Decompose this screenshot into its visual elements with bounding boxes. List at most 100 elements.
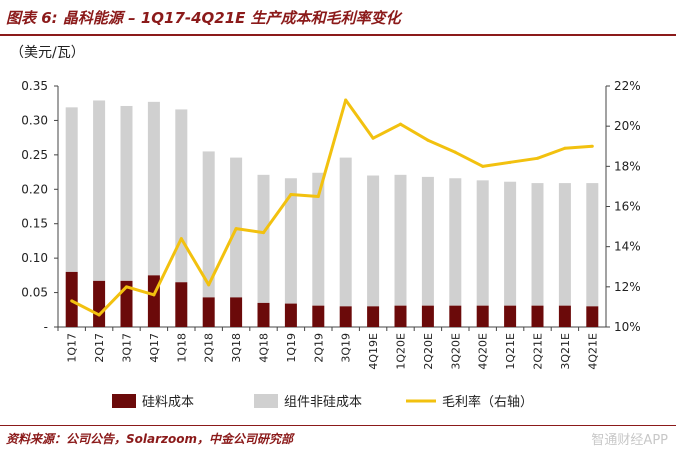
gross-margin-point [207,283,211,287]
legend-swatch-non-silicon [254,394,278,408]
right-axis-tick-label: 12% [614,280,641,294]
silicon-cost-bar [120,280,133,327]
gross-margin-point [234,227,238,231]
silicon-cost-bar [558,305,571,327]
left-axis-unit: （美元/瓦） [10,45,85,61]
left-axis-tick-label: - [44,320,48,334]
silicon-cost-bar [257,302,270,327]
right-axis-tick-label: 18% [614,159,641,173]
non-silicon-cost-bar [202,151,215,298]
gross-margin-point [508,160,512,164]
legend-label-margin: 毛利率（右轴） [442,394,533,410]
left-axis-tick-label: 0.35 [21,79,48,93]
x-axis-tick-label: 1Q21E [504,333,517,370]
silicon-cost-bar [93,280,106,327]
silicon-cost-bar [421,305,434,327]
gross-margin-point [97,313,101,317]
non-silicon-cost-bar [147,101,160,276]
left-axis-tick-label: 0.15 [21,217,48,231]
non-silicon-cost-bar [504,181,517,306]
non-silicon-cost-bar [531,183,544,306]
non-silicon-cost-bar [339,157,352,307]
watermark: 智通财经APP [591,433,668,448]
title-bar: 图表 6: 晶科能源 – 1Q17-4Q21E 生产成本和毛利率变化 [0,0,676,36]
gross-margin-point [152,293,156,297]
x-axis-tick-label: 4Q20E [477,333,490,370]
x-axis-tick-label: 2Q19 [312,333,325,363]
x-axis-tick-label: 2Q17 [93,333,106,363]
x-axis-tick-label: 3Q21E [559,333,572,370]
gross-margin-point [262,231,265,235]
silicon-cost-bar [175,282,188,327]
gross-margin-point [536,156,539,160]
right-axis-tick-label: 10% [614,320,641,334]
x-axis-tick-label: 3Q20E [449,333,462,370]
silicon-cost-bar [367,306,380,327]
x-axis-tick-label: 1Q19 [285,333,298,363]
x-axis-tick-label: 4Q18 [258,333,271,363]
source-note: 资料来源：公司公告，Solarzoom，中金公司研究部 [6,432,293,446]
silicon-cost-bar [586,306,599,327]
chart-title: 图表 6: 晶科能源 – 1Q17-4Q21E 生产成本和毛利率变化 [6,9,401,27]
non-silicon-cost-bar [449,178,462,306]
gross-margin-point [563,146,567,150]
non-silicon-cost-bar [312,172,325,306]
gross-margin-line [71,98,593,317]
left-axis-tick-label: 0.25 [21,148,48,162]
x-axis-tick-label: 3Q19 [340,333,353,363]
silicon-cost-bar [504,305,517,327]
gross-margin-point [179,237,183,241]
gross-margin-point [590,144,594,148]
gross-margin-point [453,150,457,154]
non-silicon-cost-bar [394,174,407,306]
silicon-cost-bar [476,305,489,327]
right-axis-tick-label: 20% [614,119,641,133]
gross-margin-point [481,164,485,168]
non-silicon-cost-bar [558,183,571,306]
non-silicon-cost-bar [421,176,434,306]
x-axis-tick-label: 2Q20E [422,333,435,370]
x-axis-tick-label: 1Q18 [175,333,188,363]
silicon-cost-bar [312,305,325,327]
gross-margin-point [125,285,128,289]
non-silicon-cost-bar [284,178,297,304]
left-axis-tick-label: 0.10 [21,251,48,265]
legend-label-non-silicon: 组件非硅成本 [284,395,362,410]
x-axis-tick-label: 4Q21E [586,333,599,370]
non-silicon-cost-bar [476,180,489,306]
footer-rule [0,425,676,426]
silicon-cost-bar [531,305,544,327]
gross-margin-point [371,136,375,140]
right-axis-tick-label: 16% [614,200,641,214]
non-silicon-cost-bar [93,100,106,281]
silicon-cost-bar [230,297,243,327]
x-axis-tick-label: 1Q17 [66,333,79,363]
silicon-cost-bar [449,305,462,327]
non-silicon-cost-bar [367,175,380,307]
right-axis-tick-label: 14% [614,240,641,254]
gross-margin-point [70,299,74,303]
gross-margin-point [344,98,348,102]
x-axis-tick-label: 3Q17 [121,333,134,363]
non-silicon-cost-bar [120,105,133,281]
legend-label-silicon: 硅料成本 [142,395,194,410]
silicon-cost-bar [339,306,352,327]
gross-margin-point [316,194,320,198]
x-axis-tick-label: 3Q18 [230,333,243,363]
x-axis-tick-label: 4Q19E [367,333,380,370]
gross-margin-point [289,192,293,196]
gross-margin-point [426,138,430,142]
left-axis-tick-label: 0.20 [21,182,48,196]
x-axis-tick-label: 4Q17 [148,333,161,363]
non-silicon-cost-bar [65,107,78,272]
silicon-cost-bar [284,303,297,327]
right-axis-tick-label: 22% [614,79,641,93]
legend-swatch-silicon [112,394,136,408]
non-silicon-cost-bar [175,109,188,283]
gross-margin-point [399,122,402,126]
non-silicon-cost-bar [257,174,270,303]
x-axis-tick-label: 1Q20E [395,333,408,370]
x-axis-tick-label: 2Q21E [532,333,545,370]
x-axis-tick-label: 2Q18 [203,333,216,363]
chart-area: - 0.05 0.10 0.15 0.20 0.25 0.30 0.35 10% 12% 14% 16… [21,79,641,410]
